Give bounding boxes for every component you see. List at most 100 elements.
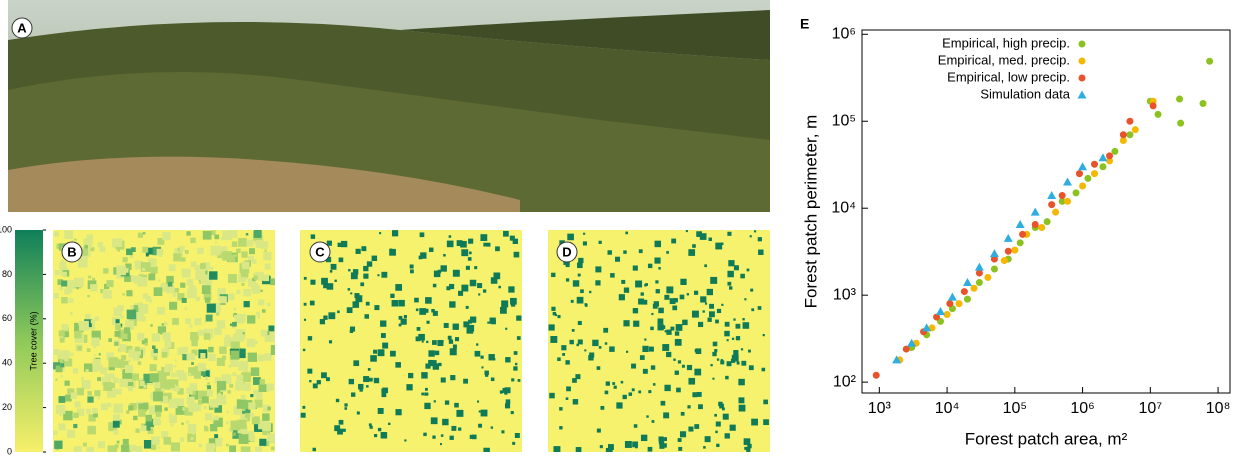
map-pixel <box>88 414 96 422</box>
map-pixel <box>361 246 367 252</box>
map-pixel <box>221 355 227 360</box>
map-pixel <box>106 280 114 288</box>
map-pixel <box>382 387 389 394</box>
map-pixel <box>126 309 137 320</box>
map-pixel <box>349 326 356 332</box>
map-pixel <box>421 392 425 396</box>
map-pixel <box>355 248 361 254</box>
map-pixel <box>329 270 333 273</box>
map-pixel <box>501 300 509 308</box>
map-pixel <box>448 339 454 344</box>
map-pixel <box>419 308 427 315</box>
data-point <box>990 255 998 263</box>
map-pixel <box>368 423 372 427</box>
map-pixel <box>572 378 577 383</box>
map-pixel <box>477 283 483 289</box>
map-pixel <box>225 443 229 447</box>
map-pixel <box>373 433 378 438</box>
data-point <box>928 324 936 332</box>
map-pixel <box>181 297 187 303</box>
map-pixel <box>267 406 271 411</box>
map-pixel <box>722 413 729 420</box>
map-pixel <box>94 316 99 321</box>
map-pixel <box>128 359 132 363</box>
map-pixel <box>692 244 696 248</box>
map-pixel <box>470 316 477 323</box>
map-pixel <box>139 378 144 383</box>
map-pixel <box>577 320 582 326</box>
map-pixel <box>220 237 224 241</box>
map-pixel <box>185 318 192 325</box>
map-pixel <box>73 423 78 429</box>
map-pixel <box>664 384 671 392</box>
map-pixel <box>751 418 758 426</box>
map-pixel <box>231 324 236 329</box>
map-pixel <box>147 428 154 434</box>
map-pixel <box>620 380 624 384</box>
map-pixel <box>575 374 581 380</box>
map-pixel <box>253 377 261 385</box>
map-pixel <box>368 377 373 382</box>
map-pixel <box>60 363 65 368</box>
map-pixel <box>59 413 63 417</box>
map-pixel <box>62 271 67 277</box>
map-pixel <box>209 423 218 432</box>
data-point <box>1016 239 1024 247</box>
map-pixel <box>598 240 602 244</box>
map-pixel <box>72 368 79 374</box>
map-pixel <box>204 376 209 380</box>
map-pixel <box>516 315 522 321</box>
map-pixel <box>310 234 316 239</box>
map-pixel <box>63 410 73 421</box>
map-pixel <box>514 362 518 366</box>
map-pixel <box>236 248 241 254</box>
map-pixel <box>138 303 149 314</box>
map-pixel <box>446 286 451 291</box>
map-pixel <box>140 262 151 272</box>
data-point <box>1199 99 1207 107</box>
x-tick-label: 10⁴ <box>935 400 960 417</box>
map-pixel <box>658 267 661 270</box>
map-pixel <box>217 253 223 259</box>
map-pixel <box>208 338 211 341</box>
panel-label-badge <box>61 241 83 263</box>
map-pixel <box>437 339 444 347</box>
map-pixel <box>250 367 260 376</box>
map-pixel <box>654 257 661 264</box>
map-pixel <box>608 444 614 450</box>
legend-marker <box>1078 57 1086 65</box>
map-pixel <box>77 280 83 286</box>
map-pixel <box>461 249 469 257</box>
map-pixel <box>86 348 91 352</box>
map-pixel <box>214 234 220 240</box>
map-pixel <box>262 274 270 282</box>
map-pixel <box>149 364 157 372</box>
map-pixel <box>408 372 414 379</box>
map-pixel <box>64 356 69 361</box>
map-pixel <box>190 261 197 268</box>
x-tick-label: 10⁵ <box>1003 400 1027 417</box>
map-pixel <box>164 340 172 348</box>
map-pixel <box>247 315 256 324</box>
map-pixel <box>233 406 242 415</box>
map-pixel <box>624 441 632 448</box>
map-pixel <box>209 266 214 271</box>
map-pixel <box>452 323 459 330</box>
map-pixel <box>613 385 617 389</box>
map-pixel <box>310 279 316 285</box>
map-pixel <box>157 237 165 245</box>
map-pixel <box>129 444 136 452</box>
map-pixel <box>127 381 134 388</box>
map-pixel <box>736 361 740 365</box>
map-pixel <box>54 440 63 449</box>
map-pixel <box>168 399 178 409</box>
map-pixel <box>153 348 158 354</box>
map-pixel <box>234 314 238 319</box>
map-pixel <box>391 300 399 307</box>
map-pixel <box>108 373 115 380</box>
map-pixel <box>398 315 403 320</box>
map-pixel <box>109 382 116 389</box>
map-pixel <box>270 345 275 355</box>
map-pixel <box>460 240 467 248</box>
map-pixel <box>267 303 271 307</box>
